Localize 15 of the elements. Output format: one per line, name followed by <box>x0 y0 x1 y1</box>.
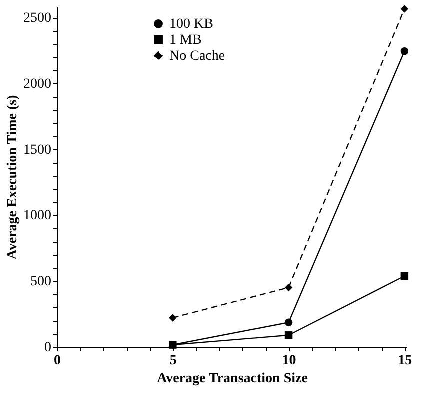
y-tick-label: 2500 <box>24 11 52 26</box>
y-tick-label: 1000 <box>24 208 52 224</box>
y-tick-label: 0 <box>44 340 52 356</box>
y-tick-label: 500 <box>30 274 52 290</box>
legend-label: 1 MB <box>170 33 202 48</box>
x-tick-label: 5 <box>170 354 177 368</box>
y-tick-label: 1500 <box>24 142 52 158</box>
y-axis-title: Average Execution Time (s) <box>6 94 20 260</box>
x-tick-label: 0 <box>54 354 61 368</box>
x-axis-title: Average Transaction Size <box>157 372 308 386</box>
x-tick-label: 15 <box>398 354 412 368</box>
legend-label: 100 KB <box>170 17 214 32</box>
y-tick-label: 2000 <box>24 76 52 92</box>
x-tick-label: 10 <box>282 354 296 368</box>
legend-label: No Cache <box>170 49 226 64</box>
